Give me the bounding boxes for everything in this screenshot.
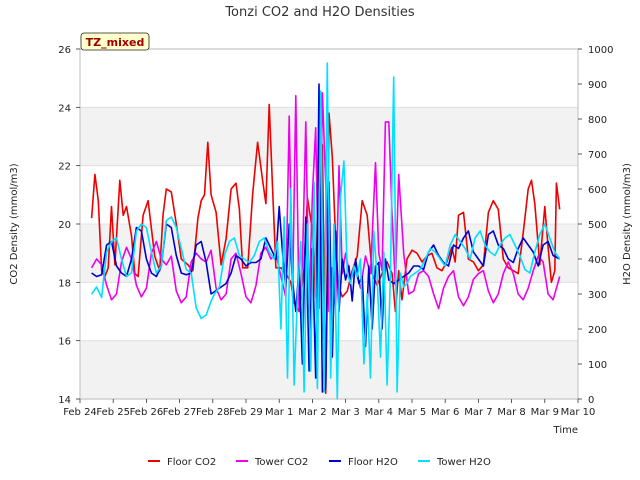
grid-band: [80, 49, 578, 108]
y-left-tick-label: 22: [58, 162, 71, 173]
legend-label: Tower CO2: [254, 457, 308, 468]
x-tick-label: Mar 5: [398, 407, 426, 418]
y-right-tick-label: 200: [588, 325, 607, 336]
y-right-tick-label: 0: [588, 395, 594, 406]
x-tick-label: Feb 25: [96, 407, 130, 418]
x-tick-label: Feb 28: [196, 407, 230, 418]
x-axis: Feb 24 Feb 25 Feb 26 Feb 27 Feb 28 Feb 29 Mar …: [63, 399, 595, 418]
legend: Floor CO2 Tower CO2 Floor H2O Tower H2O: [148, 457, 491, 468]
y-axis-right: 0 100 200 300 400 500 600 700 800 900 1000: [578, 45, 613, 406]
legend-label: Floor H2O: [348, 457, 398, 468]
y-axis-left-label: CO2 Density (mmol/m3): [9, 163, 20, 284]
x-tick-label: Mar 4: [365, 407, 393, 418]
y-left-tick-label: 16: [58, 337, 71, 348]
legend-label: Tower H2O: [436, 457, 491, 468]
series-line-floor-h2o: [91, 83, 561, 393]
x-tick-label: Feb 27: [163, 407, 197, 418]
x-tick-label: Mar 9: [531, 407, 559, 418]
y-left-tick-label: 24: [58, 103, 71, 114]
x-tick-label: Feb 24: [63, 407, 97, 418]
y-right-tick-label: 400: [588, 255, 607, 266]
y-right-tick-label: 1000: [588, 45, 613, 56]
y-right-tick-label: 700: [588, 150, 607, 161]
site-badge-label: TZ_mixed: [86, 36, 145, 49]
x-tick-label: Feb 26: [130, 407, 164, 418]
y-right-tick-label: 600: [588, 185, 607, 196]
x-tick-label: Mar 7: [464, 407, 492, 418]
x-tick-label: Mar 8: [497, 407, 525, 418]
x-tick-label: Mar 6: [431, 407, 459, 418]
x-tick-label: Mar 3: [331, 407, 359, 418]
chart-title: Tonzi CO2 and H2O Densities: [224, 5, 415, 20]
x-tick-label: Mar 2: [298, 407, 326, 418]
y-right-tick-label: 900: [588, 80, 607, 91]
x-axis-label: Time: [553, 425, 578, 436]
y-left-tick-label: 14: [58, 395, 71, 406]
site-badge: TZ_mixed: [80, 32, 150, 51]
y-right-tick-label: 300: [588, 290, 607, 301]
y-right-tick-label: 500: [588, 220, 607, 231]
plot-series: [90, 62, 561, 400]
x-tick-label: Feb 29: [229, 407, 263, 418]
y-left-tick-label: 20: [58, 220, 71, 231]
x-tick-label: Mar 10: [561, 407, 596, 418]
y-left-tick-label: 26: [58, 45, 71, 56]
y-right-tick-label: 800: [588, 115, 607, 126]
y-axis-left: 14 16 18 20 22 24 26: [58, 45, 80, 406]
site-badge-box: [80, 32, 150, 51]
legend-label: Floor CO2: [167, 457, 216, 468]
y-right-tick-label: 100: [588, 360, 607, 371]
y-axis-right-label: H2O Density (mmol/m3): [622, 163, 633, 285]
y-left-tick-label: 18: [58, 278, 71, 289]
grid-band: [80, 340, 578, 399]
x-tick-label: Mar 1: [265, 407, 293, 418]
series-line-tower-h2o: [90, 62, 561, 400]
